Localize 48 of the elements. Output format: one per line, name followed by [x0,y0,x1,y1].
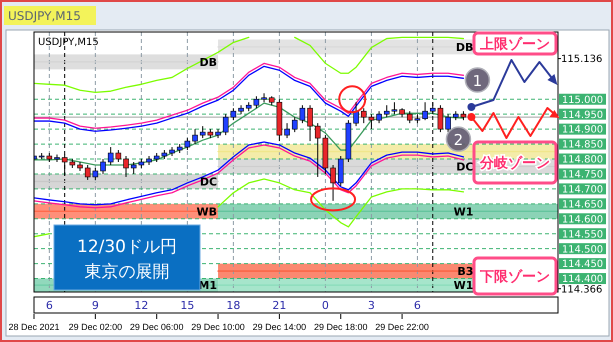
x2-tick-label: 21 [272,299,286,312]
ref-line-label: 114.950 [562,110,604,121]
annotation: 分岐ゾーン [479,156,550,172]
annotation: 2 [454,131,464,150]
ref-line-label: 114.400 [562,274,604,286]
annotation: USDJPY,M15 [38,37,99,48]
ref-line-label: 114.850 [562,140,604,151]
ref-line-label: 114.700 [562,184,604,196]
series-label: W1 [454,279,474,292]
x2-tick-label: 3 [368,299,375,312]
x-tick-label: 28 Dec 2021 [8,322,60,332]
ref-line-label: 114.800 [562,154,604,166]
series-label: B3 [457,265,474,278]
ref-line-label: 114.600 [562,214,604,226]
series-label: DC [200,175,218,188]
x-tick-label: 29 Dec 14:00 [252,322,306,332]
y-tick-label: 114.366 [561,284,602,296]
ref-line-label: 114.650 [562,199,604,210]
x-tick-label: 29 Dec 10:00 [191,322,245,332]
series-label: DC [456,160,474,174]
x2-tick-label: 9 [92,299,99,312]
x-tick-label: 29 Dec 22:00 [375,322,429,332]
annotation: 1 [472,72,482,90]
series-label: DB [456,40,474,54]
x2-tick-label: 0 [322,299,329,312]
annotation: 上限ゾーン [479,36,550,52]
ref-line-label: 114.500 [562,244,604,256]
x2-tick-label: 6 [46,299,53,312]
ref-line-label: 115.000 [562,94,604,106]
annotation: 12/30ドル円 [77,237,177,257]
x2-tick-label: 6 [414,299,421,312]
annotation: 東京の展開 [84,262,170,282]
x2-tick-label: 18 [226,299,240,312]
series-label: W1 [454,205,474,218]
ref-line-label: 114.550 [562,229,604,240]
ref-line-label: 114.900 [562,124,604,136]
ref-line-label: 114.450 [562,259,604,270]
series-label: DB [200,56,218,69]
x-tick-label: 29 Dec 06:00 [130,322,184,332]
series-label: WB [196,205,218,218]
chart-title: USDJPY,M15 [8,9,81,23]
x2-tick-label: 15 [180,299,194,312]
y-tick-label: 115.136 [561,54,602,66]
x-tick-label: 29 Dec 18:00 [314,322,368,332]
x-tick-label: 29 Dec 02:00 [68,322,122,332]
x2-tick-label: 12 [134,299,148,312]
ref-line-label: 114.750 [562,170,604,181]
annotation: 下限ゾーン [479,269,550,285]
